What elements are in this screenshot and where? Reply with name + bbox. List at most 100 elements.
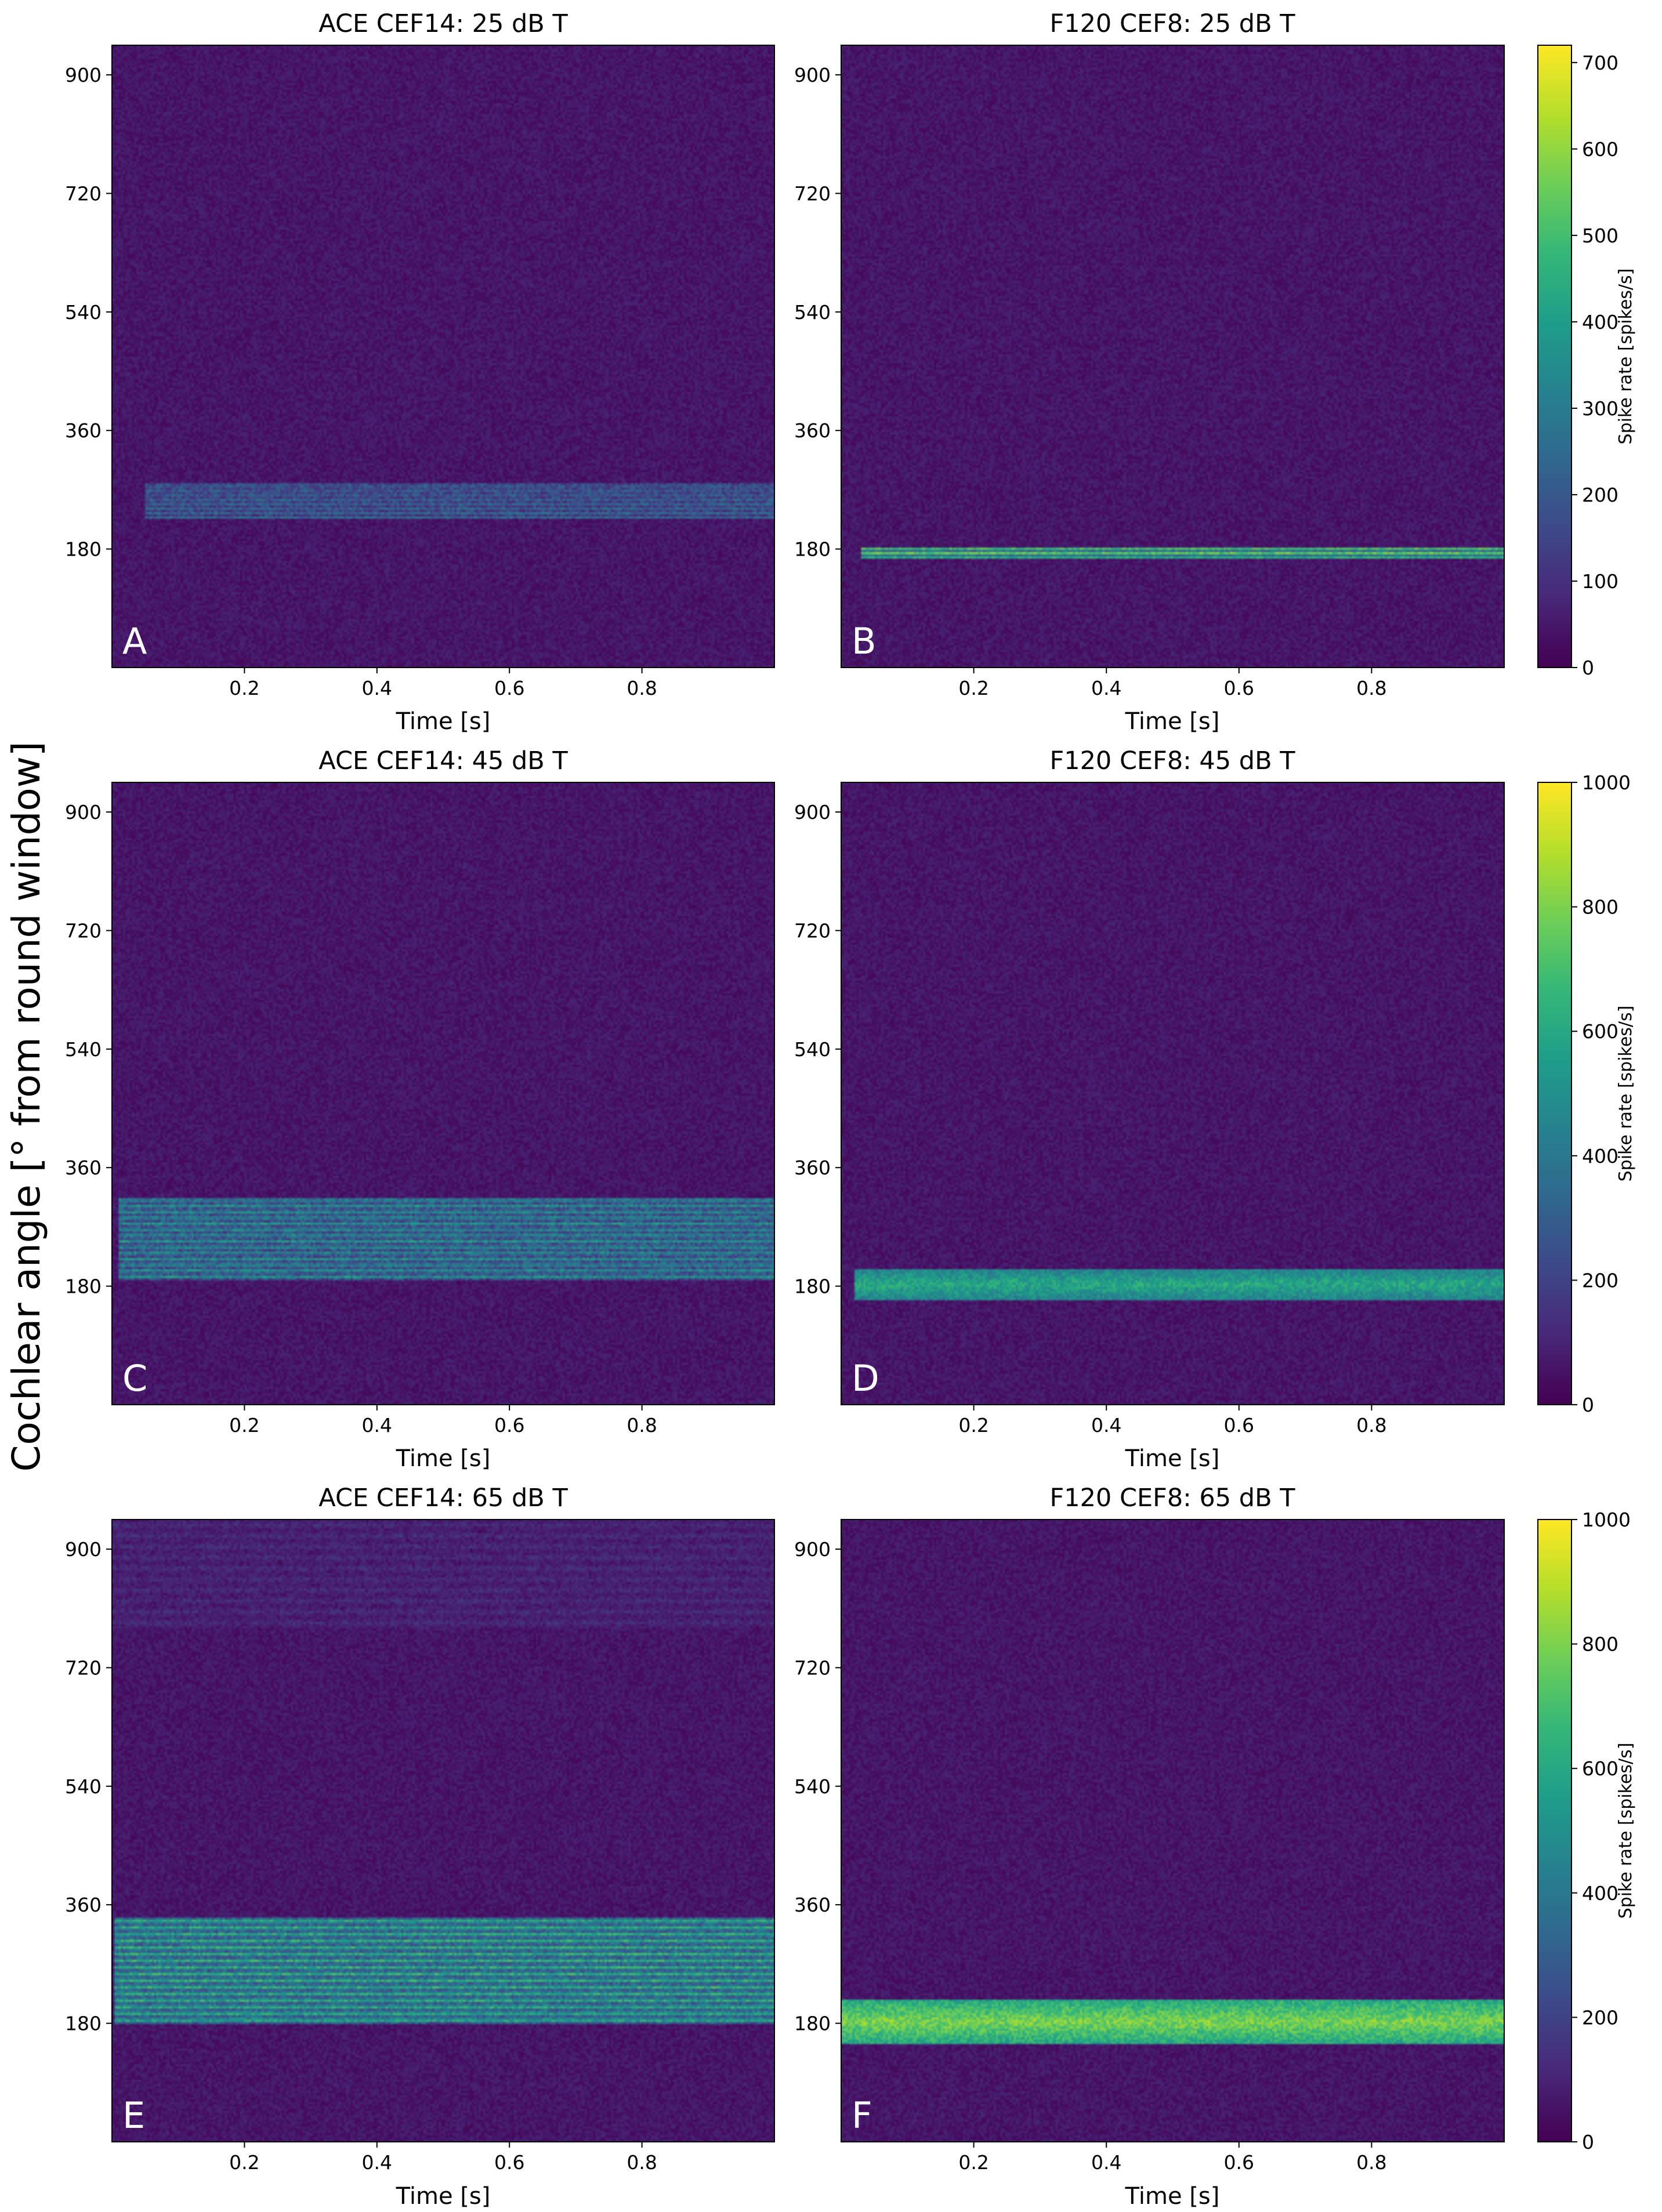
colorbar-tick-label: 500 bbox=[1582, 224, 1618, 247]
colorbar-tick-label: 600 bbox=[1582, 138, 1618, 161]
colorbar-tick-label: 1000 bbox=[1582, 771, 1631, 794]
x-tick-label: 0.4 bbox=[362, 2151, 392, 2174]
panel-letter: F bbox=[852, 2094, 872, 2137]
colorbar-gradient bbox=[1538, 45, 1572, 668]
heatmap-image bbox=[112, 45, 774, 668]
panel-c: ACE CEF14: 45 dB T Time [s] C 0.2 0.4 0.6 0.8 1… bbox=[65, 746, 775, 1472]
x-tick-label: 0.6 bbox=[494, 1414, 524, 1437]
y-tick-label: 540 bbox=[65, 301, 102, 324]
panel-letter: A bbox=[122, 620, 147, 662]
x-tick-label: 0.2 bbox=[958, 677, 988, 699]
x-tick-label: 0.2 bbox=[229, 677, 259, 699]
colorbar-frame bbox=[1537, 45, 1572, 668]
colorbar-frame bbox=[1537, 782, 1572, 1405]
panel-letter: B bbox=[852, 620, 877, 662]
panel-title: F120 CEF8: 25 dB T bbox=[1049, 9, 1295, 38]
y-tick-label: 900 bbox=[65, 801, 102, 824]
colorbar-label: Spike rate [spikes/s] bbox=[1616, 269, 1636, 445]
y-tick-label: 540 bbox=[65, 1775, 102, 1798]
y-tick-label: 360 bbox=[794, 419, 831, 442]
x-tick-label: 0.6 bbox=[1224, 677, 1254, 699]
y-tick-label: 720 bbox=[65, 919, 102, 942]
y-tick-label: 180 bbox=[65, 1275, 102, 1298]
y-tick-label: 900 bbox=[794, 64, 831, 86]
x-axis-label: Time [s] bbox=[396, 2183, 491, 2210]
x-axis-label: Time [s] bbox=[1125, 708, 1220, 735]
panel-a: ACE CEF14: 25 dB T Time [s] A 0.2 0.4 0.6 0.8 1… bbox=[65, 9, 775, 735]
colorbar-tick-label: 0 bbox=[1582, 1394, 1594, 1416]
x-tick-label: 0.2 bbox=[958, 2151, 988, 2174]
y-tick-label: 720 bbox=[794, 919, 831, 942]
y-tick-label: 180 bbox=[794, 2012, 831, 2035]
colorbar-tick-label: 0 bbox=[1582, 2131, 1594, 2153]
x-tick-label: 0.4 bbox=[1091, 677, 1121, 699]
panel-letter: C bbox=[122, 1357, 147, 1399]
y-tick-label: 720 bbox=[794, 1656, 831, 1679]
axes-frame bbox=[841, 45, 1505, 668]
colorbar-tick-label: 300 bbox=[1582, 397, 1618, 420]
panel-title: ACE CEF14: 65 dB T bbox=[318, 1484, 568, 1513]
panel-d: F120 CEF8: 45 dB T Time [s] D 0.2 0.4 0.6 0.8 1… bbox=[794, 746, 1636, 1472]
x-tick-label: 0.2 bbox=[229, 2151, 259, 2174]
colorbar-b: 0 100 200 300 400 500 600 700 Spike rate [spikes… bbox=[1537, 45, 1636, 679]
x-tick-label: 0.8 bbox=[1356, 677, 1386, 699]
x-tick-label: 0.8 bbox=[627, 2151, 657, 2174]
x-axis-label: Time [s] bbox=[1125, 2183, 1220, 2210]
colorbar-f: 0 200 400 600 800 1000 Spike rate [spikes/s] bbox=[1537, 1508, 1636, 2153]
colorbar-gradient bbox=[1538, 782, 1572, 1405]
colorbar-frame bbox=[1537, 1519, 1572, 2142]
x-tick-label: 0.2 bbox=[958, 1414, 988, 1437]
colorbar-tick-label: 600 bbox=[1582, 1020, 1618, 1043]
y-tick-label: 540 bbox=[794, 1038, 831, 1061]
colorbar-tick-label: 400 bbox=[1582, 1882, 1618, 1905]
y-tick-label: 360 bbox=[794, 1894, 831, 1916]
axes-frame bbox=[841, 782, 1505, 1405]
x-tick-label: 0.4 bbox=[362, 1414, 392, 1437]
y-tick-label: 900 bbox=[65, 64, 102, 86]
panels: ACE CEF14: 25 dB T Time [s] A 0.2 0.4 0.6 0.8 1… bbox=[65, 9, 1636, 2210]
x-tick-label: 0.8 bbox=[627, 677, 657, 699]
panel-f: F120 CEF8: 65 dB T Time [s] F 0.2 0.4 0.6 0.8 1… bbox=[794, 1484, 1636, 2210]
heatmap-image bbox=[841, 1520, 1504, 2142]
colorbar-tick-label: 100 bbox=[1582, 570, 1618, 593]
colorbar-tick-label: 200 bbox=[1582, 1269, 1618, 1292]
x-tick-label: 0.4 bbox=[362, 677, 392, 699]
panel-title: F120 CEF8: 65 dB T bbox=[1049, 1484, 1295, 1513]
colorbar-tick-label: 800 bbox=[1582, 1633, 1618, 1656]
heatmap-image bbox=[112, 782, 774, 1405]
panel-letter: D bbox=[852, 1357, 879, 1399]
panel-title: F120 CEF8: 45 dB T bbox=[1049, 746, 1295, 775]
y-tick-label: 360 bbox=[65, 1894, 102, 1916]
x-tick-label: 0.8 bbox=[1356, 1414, 1386, 1437]
heatmap-image bbox=[841, 45, 1504, 668]
heatmap-image bbox=[841, 782, 1504, 1405]
y-tick-label: 180 bbox=[65, 538, 102, 561]
colorbar-label: Spike rate [spikes/s] bbox=[1616, 1743, 1636, 1919]
colorbar-d: 0 200 400 600 800 1000 Spike rate [spikes/s] bbox=[1537, 771, 1636, 1416]
colorbar-tick-label: 1000 bbox=[1582, 1508, 1631, 1531]
y-tick-label: 360 bbox=[794, 1156, 831, 1179]
y-tick-label: 720 bbox=[794, 182, 831, 205]
y-tick-label: 180 bbox=[65, 2012, 102, 2035]
colorbar-tick-label: 200 bbox=[1582, 2006, 1618, 2029]
y-tick-label: 900 bbox=[794, 1538, 831, 1561]
colorbar-tick-label: 600 bbox=[1582, 1757, 1618, 1780]
x-tick-label: 0.6 bbox=[494, 677, 524, 699]
colorbar-tick-label: 700 bbox=[1582, 52, 1618, 74]
y-tick-label: 360 bbox=[65, 1156, 102, 1179]
colorbar-label: Spike rate [spikes/s] bbox=[1616, 1006, 1636, 1182]
heatmap-image bbox=[112, 1520, 774, 2142]
colorbar-tick-label: 800 bbox=[1582, 896, 1618, 919]
x-tick-label: 0.6 bbox=[494, 2151, 524, 2174]
x-tick-label: 0.4 bbox=[1091, 2151, 1121, 2174]
axes-frame bbox=[111, 45, 775, 668]
x-tick-label: 0.4 bbox=[1091, 1414, 1121, 1437]
x-axis-label: Time [s] bbox=[396, 1445, 491, 1472]
x-axis-label: Time [s] bbox=[1125, 1445, 1220, 1472]
x-tick-label: 0.8 bbox=[1356, 2151, 1386, 2174]
colorbar-gradient bbox=[1538, 1520, 1572, 2142]
panel-title: ACE CEF14: 25 dB T bbox=[318, 9, 568, 38]
figure-ylabel: Cochlear angle [° from round window] bbox=[4, 741, 49, 1471]
y-tick-label: 720 bbox=[65, 182, 102, 205]
axes-frame bbox=[111, 1519, 775, 2142]
